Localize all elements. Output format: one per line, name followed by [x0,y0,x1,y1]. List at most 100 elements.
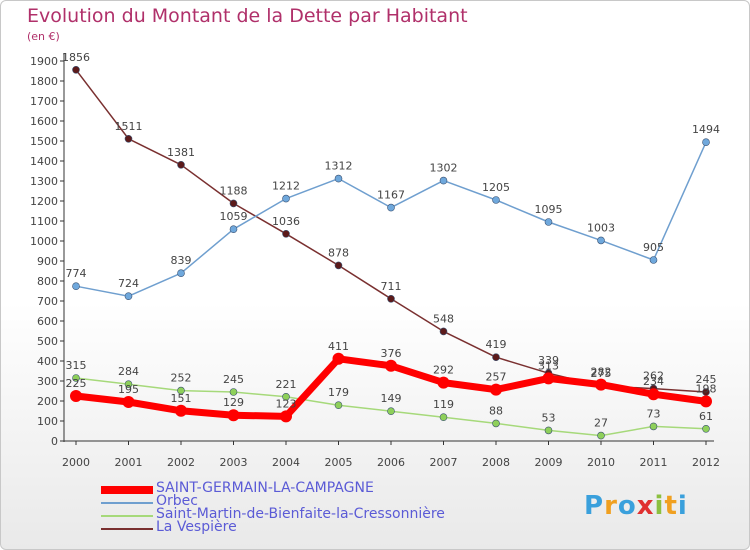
y-tick-label: 1400 [30,155,58,168]
legend-swatch [101,527,153,530]
data-point [439,327,448,336]
data-point [647,388,660,401]
data-label: 548 [433,312,454,325]
logo-letter: i [677,491,688,521]
data-label: 1036 [272,215,300,228]
y-tick-label: 1700 [30,95,58,108]
data-label: 275 [591,367,612,380]
data-label: 245 [223,373,244,386]
x-tick-label: 2008 [482,456,510,469]
data-label: 292 [433,364,454,377]
data-label: 151 [171,392,192,405]
data-point [597,431,605,440]
data-label: 234 [643,375,664,388]
data-label: 878 [328,246,349,259]
y-tick-label: 400 [37,355,58,368]
data-label: 315 [66,359,87,372]
data-point [387,203,395,212]
data-label: 724 [118,277,139,290]
data-point [649,256,658,264]
x-tick-label: 2006 [377,456,405,469]
data-point [544,426,553,435]
data-point [72,66,80,74]
logo-letter: r [604,491,618,521]
data-point [597,236,605,245]
data-label: 1856 [62,51,90,64]
data-point [332,352,345,365]
legend-label: Orbec [156,493,198,509]
data-point [649,422,658,431]
x-tick-label: 2003 [220,456,248,469]
data-point [175,404,187,417]
data-label: 1205 [482,181,510,194]
x-tick-label: 2001 [115,456,143,469]
data-label: 257 [486,371,507,384]
x-tick-label: 2012 [692,456,720,469]
data-label: 1188 [220,184,248,197]
logo-letter: x [636,491,655,521]
data-label: 284 [118,365,139,378]
data-label: 1059 [220,210,248,223]
data-point [492,353,500,362]
data-label: 1494 [692,123,720,136]
data-point [282,392,290,401]
data-point [122,396,135,408]
legend-swatch [101,501,153,504]
data-label: 27 [594,417,608,430]
data-point [229,225,238,233]
y-tick-label: 1100 [30,215,58,228]
data-label: 1095 [535,203,563,216]
x-tick-label: 2009 [535,456,563,469]
y-tick-label: 1800 [30,75,58,88]
logo-letter: o [617,491,637,521]
chart-subtitle: (en €) [27,30,60,43]
data-label: 198 [696,382,717,395]
data-label: 376 [381,347,402,360]
data-point [177,386,185,395]
data-point [334,261,343,270]
legend-swatch [101,485,153,494]
legend-label: La Vespière [156,519,237,535]
data-point [490,383,502,396]
legend-swatch [101,514,153,517]
data-point [124,292,133,301]
data-point [227,409,240,422]
data-label: 1381 [167,146,195,159]
data-point [385,359,397,372]
x-tick-label: 2007 [430,456,458,469]
y-tick-label: 700 [37,295,58,308]
data-point [124,380,133,389]
data-label: 1167 [377,189,405,202]
data-point [702,424,710,433]
data-point [72,282,80,291]
x-tick-label: 2004 [272,456,300,469]
data-point [280,410,292,423]
y-tick-label: 1300 [30,175,58,188]
data-point [439,176,448,185]
chart-title: Evolution du Montant de la Dette par Hab… [27,5,468,27]
y-tick-label: 1000 [30,235,58,248]
data-label: 282 [591,366,612,379]
y-tick-label: 0 [51,435,58,448]
data-label: 313 [538,359,559,372]
data-point [177,161,185,169]
y-tick-label: 600 [37,315,58,328]
data-point [439,413,448,422]
y-tick-label: 300 [37,375,58,388]
data-point [492,196,500,204]
data-point [544,218,553,226]
logo-letter: t [664,491,678,521]
x-tick-label: 2010 [587,456,615,469]
x-tick-label: 2005 [325,456,353,469]
data-point [387,407,395,416]
data-label: 774 [66,267,87,280]
data-point [595,378,607,391]
y-tick-label: 500 [37,335,58,348]
y-tick-label: 1600 [30,115,58,128]
data-point [492,419,500,428]
data-point [702,138,710,146]
data-label: 1003 [587,221,615,234]
data-label: 1212 [272,180,300,193]
data-point [124,135,133,143]
